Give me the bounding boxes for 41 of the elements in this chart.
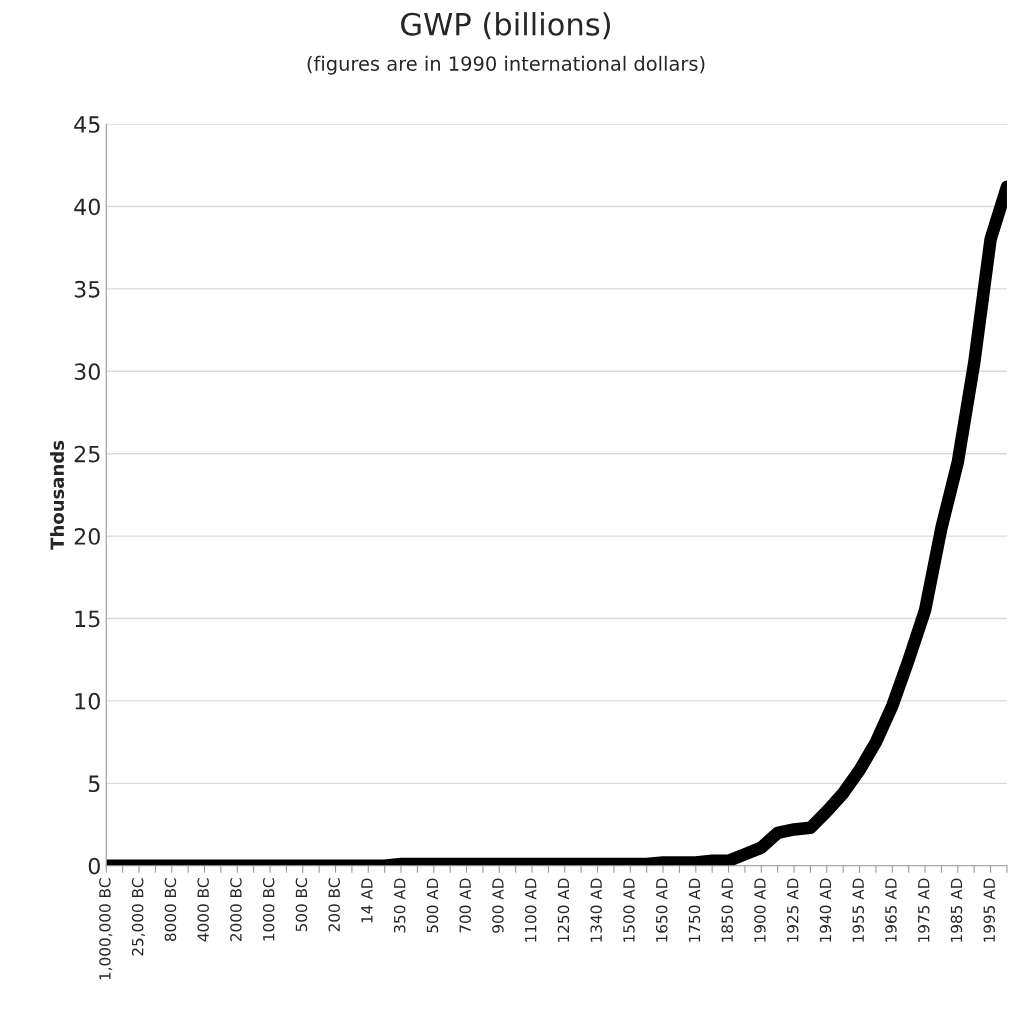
x-tick-label: 1100 AD: [524, 878, 537, 942]
y-axis-title: Thousands: [50, 440, 65, 550]
x-tick-label: 1500 AD: [623, 878, 635, 942]
x-tick-label: 1975 AD: [917, 878, 930, 942]
x-tick-label: 1340 AD: [590, 878, 602, 942]
chart-title: GWP (billions): [401, 12, 610, 40]
x-tick-label: 1,000,000 BC: [99, 878, 113, 980]
x-tick-label: 900 AD: [492, 878, 504, 933]
x-tick-label: 1900 AD: [754, 878, 766, 942]
y-tick-label: 30: [74, 363, 100, 381]
x-tick-label: 4000 BC: [197, 878, 209, 942]
x-tick-label: 1850 AD: [721, 878, 733, 942]
y-tick-label: 40: [74, 198, 100, 216]
x-tick-label: 350 AD: [393, 878, 406, 933]
x-tick-label: 1000 BC: [262, 878, 275, 941]
x-tick-label: 200 BC: [328, 878, 340, 932]
y-tick-label: 5: [88, 775, 100, 793]
chart-subtitle: (figures are in 1990 international dollars): [307, 55, 705, 75]
x-tick-label: 1750 AD: [688, 878, 701, 942]
x-tick-label: 1995 AD: [983, 878, 995, 942]
x-tick-label: 500 BC: [295, 878, 308, 932]
y-tick-label: 10: [75, 692, 100, 710]
x-tick-label: 25,000 BC: [131, 878, 145, 956]
x-tick-label: 500 AD: [426, 878, 439, 933]
x-tick-label: 2000 BC: [230, 878, 242, 942]
y-tick-label: 45: [74, 116, 100, 133]
x-tick-label: 1955 AD: [852, 878, 864, 942]
x-tick-label: 1985 AD: [950, 878, 963, 942]
x-tick-label: 700 AD: [459, 878, 471, 933]
x-tick-label: 1250 AD: [557, 878, 570, 942]
y-tick-label: 20: [74, 528, 100, 545]
x-tick-label: 1650 AD: [655, 878, 668, 942]
y-tick-label: 0: [88, 857, 100, 875]
x-tick-label: 1965 AD: [885, 878, 897, 942]
y-tick-label: 15: [75, 610, 100, 628]
y-tick-label: 25: [74, 445, 100, 463]
x-tick-label: 1925 AD: [786, 878, 799, 942]
x-tick-label: 14 AD: [361, 878, 373, 923]
y-tick-label: 35: [74, 280, 100, 298]
x-tick-label: 1940 AD: [819, 878, 832, 942]
x-tick-label: 8000 BC: [164, 878, 177, 942]
